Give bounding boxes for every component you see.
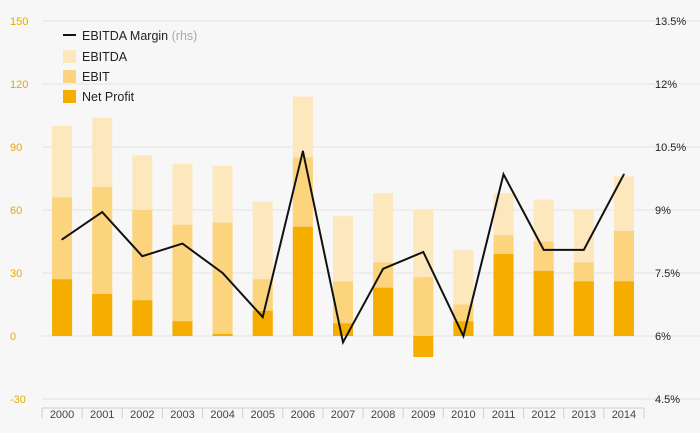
point-ebitda-margin <box>61 238 63 241</box>
bar-net-profit <box>573 281 594 336</box>
right-axis-tick-label: 6% <box>655 331 671 343</box>
x-axis-tick-label: 2013 <box>572 409 596 421</box>
point-ebitda-margin <box>542 249 545 251</box>
point-ebitda-margin <box>422 251 425 253</box>
point-ebitda-margin <box>101 211 103 213</box>
legend-swatch-ebit <box>63 70 76 83</box>
bar-net-profit <box>373 287 394 336</box>
point-ebitda-margin <box>181 242 184 245</box>
bar-net-profit <box>212 333 233 336</box>
x-axis-tick-label: 2003 <box>170 409 194 421</box>
left-axis-tick-label: 0 <box>10 331 16 343</box>
bar-ebit <box>413 277 434 336</box>
bar-net-profit <box>613 281 634 336</box>
bar-ebit <box>212 222 233 336</box>
bar-ebit <box>172 224 193 336</box>
legend-swatch-ebitda <box>63 50 76 63</box>
x-axis-tick-label: 2001 <box>90 409 114 421</box>
left-axis-tick-label: -30 <box>10 394 26 406</box>
point-ebitda-margin <box>462 335 465 337</box>
point-ebitda-margin <box>261 316 264 318</box>
margin-line <box>61 150 625 346</box>
legend-label-net-profit: Net Profit <box>82 90 135 104</box>
x-axis-tick-label: 2004 <box>210 409 234 421</box>
right-axis-tick-label: 4.5% <box>655 394 680 406</box>
right-axis-tick-label: 12% <box>655 79 677 91</box>
legend-label-ebitda: EBITDA <box>82 50 128 64</box>
right-axis-tick-label: 13.5% <box>655 16 686 28</box>
right-axis-tick-label: 10.5% <box>655 142 686 154</box>
bar-net-profit <box>92 294 113 336</box>
x-axis-tick-label: 2009 <box>411 409 435 421</box>
x-axis-tick-label: 2012 <box>531 409 555 421</box>
bars <box>52 96 634 357</box>
legend: EBITDA Margin (rhs) EBITDA EBIT Net Prof… <box>63 29 197 104</box>
right-axis-tick-label: 7.5% <box>655 268 680 280</box>
left-axis-tick-label: 30 <box>10 268 22 280</box>
axes: 150 120 90 60 30 0 -30 13.5% 12% 10.5% 9% 7.5% 6% 4.5… <box>10 16 686 421</box>
x-axis-tick-label: 2008 <box>371 409 395 421</box>
x-axis-tick-label: 2014 <box>612 409 636 421</box>
bar-net-profit <box>292 226 313 336</box>
right-axis-tick-label: 9% <box>655 205 671 217</box>
point-ebitda-margin <box>583 249 585 251</box>
bar-net-profit <box>252 310 273 336</box>
legend-label-ebitda-margin: EBITDA Margin (rhs) <box>82 29 197 43</box>
x-axis-tick-label: 2002 <box>130 409 154 421</box>
left-axis-tick-label: 150 <box>10 16 28 28</box>
point-ebitda-margin <box>141 255 144 257</box>
legend-label-rhs: (rhs) <box>172 29 198 43</box>
left-axis-tick-label: 60 <box>10 205 22 217</box>
point-ebitda-margin <box>221 272 224 274</box>
x-axis-tick-label: 2000 <box>50 409 74 421</box>
x-axis-tick-label: 2006 <box>291 409 315 421</box>
point-ebitda-margin <box>302 150 304 152</box>
bar-net-profit <box>52 279 73 336</box>
point-ebitda-margin <box>382 268 384 270</box>
point-ebitda-margin <box>342 341 344 344</box>
bar-net-profit <box>493 254 514 336</box>
legend-swatch-net-profit <box>63 90 76 103</box>
bar-net-profit <box>172 321 193 336</box>
x-axis-tick-label: 2010 <box>451 409 475 421</box>
legend-label-ebit: EBIT <box>82 70 110 84</box>
point-ebitda-margin <box>502 173 505 176</box>
x-axis-tick-label: 2007 <box>331 409 355 421</box>
bar-net-profit <box>132 300 153 336</box>
x-axis-tick-label: 2005 <box>250 409 274 421</box>
x-axis-tick-label: 2011 <box>492 409 516 421</box>
point-ebitda-margin <box>623 173 625 176</box>
bar-net-profit <box>413 336 434 357</box>
left-axis-tick-label: 90 <box>10 142 22 154</box>
bar-net-profit <box>533 270 554 336</box>
left-axis-tick-label: 120 <box>10 79 28 91</box>
